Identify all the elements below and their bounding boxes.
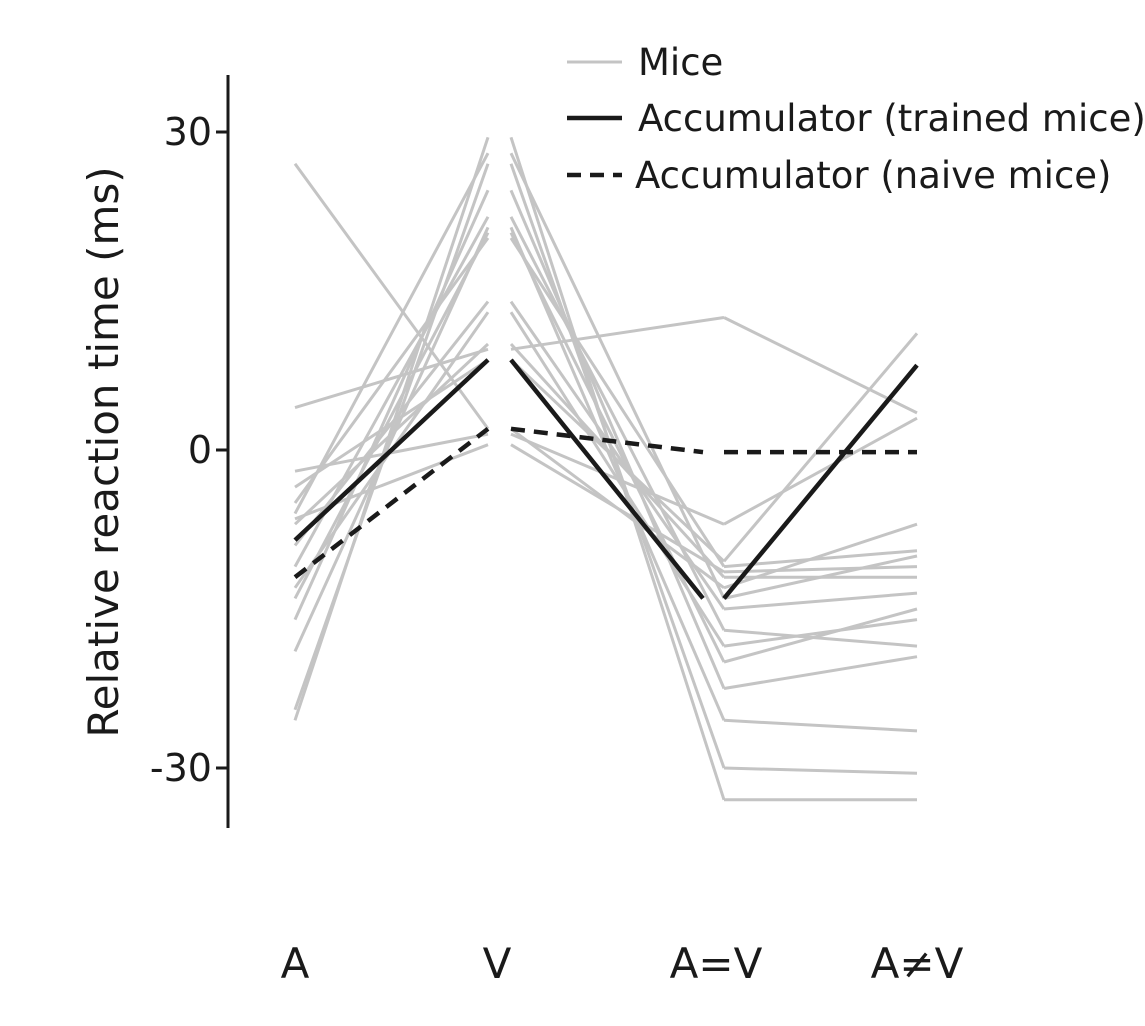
accumulator-trained-line <box>293 358 919 600</box>
y-tick-label: 30 <box>164 110 212 154</box>
mouse-segment-a-v <box>293 226 490 653</box>
mouse-segment-v-av <box>509 189 726 690</box>
model-segment-1 <box>293 427 490 579</box>
legend-label: Accumulator (trained mice) <box>638 97 1145 140</box>
mouse-segment-a-v <box>293 152 490 515</box>
mouse-line-16 <box>293 162 918 590</box>
mouse-segment-v-av <box>509 358 726 563</box>
mouse-segment-v-av <box>509 237 726 568</box>
mouse-segment-v-av <box>510 432 725 526</box>
mouse-segment-av-anv <box>723 607 918 664</box>
mouse-segment-av-anv <box>723 316 918 415</box>
mouse-segment-av-anv <box>723 554 918 600</box>
legend-label: Mice <box>638 41 723 84</box>
mouse-segment-av-anv <box>723 591 918 611</box>
category-label: A=V <box>670 939 763 988</box>
mice-lines <box>293 136 919 802</box>
mouse-segment-a-v <box>293 162 490 430</box>
mouse-segment-a-v <box>293 342 490 526</box>
legend: Mice Accumulator (trained mice) Accumulato… <box>567 41 1145 197</box>
mouse-line-11 <box>293 152 918 600</box>
mouse-segment-av-anv <box>723 522 918 590</box>
mouse-segment-a-v <box>293 237 490 504</box>
mouse-line-4 <box>293 189 918 690</box>
mouse-segment-av-anv <box>723 766 918 775</box>
mouse-segment-v-av <box>509 152 726 600</box>
y-tick-label: 0 <box>188 428 212 472</box>
category-label: A≠V <box>871 939 964 988</box>
accumulator-naive-line <box>293 426 917 579</box>
mouse-segment-av-anv <box>723 549 918 569</box>
mouse-segment-v-av <box>510 427 725 590</box>
mouse-segment-av-anv <box>723 718 918 733</box>
mouse-segment-v-av <box>509 163 726 769</box>
mouse-segment-a-v <box>293 136 490 721</box>
y-axis: 30 0 -30 <box>150 75 230 828</box>
mouse-segment-a-v <box>294 347 489 410</box>
category-label: A <box>281 939 310 988</box>
mouse-segment-av-anv <box>723 565 918 574</box>
mouse-segment-v-av <box>510 316 725 351</box>
mouse-segment-v-av <box>509 300 726 610</box>
x-axis-labels: A V A=V A≠V <box>281 939 964 988</box>
mouse-segment-av-anv <box>723 416 918 526</box>
legend-item-2: Accumulator (trained mice) <box>567 97 1145 140</box>
model-segment-2 <box>510 426 704 455</box>
y-tick-label: -30 <box>150 746 212 790</box>
y-axis-title: Relative reaction time (ms) <box>79 166 128 737</box>
mouse-line-15 <box>294 316 918 415</box>
mouse-segment-a-v <box>293 231 490 600</box>
mouse-segment-av-anv <box>722 332 919 563</box>
legend-label: Accumulator (naive mice) <box>635 154 1111 197</box>
model-segment-2 <box>509 358 705 600</box>
mouse-segment-av-anv <box>723 628 918 648</box>
mouse-segment-v-av <box>509 216 726 631</box>
mouse-segment-a-v <box>294 443 489 521</box>
mouse-line-12 <box>293 237 918 569</box>
legend-item-3: Accumulator (naive mice) <box>567 154 1111 197</box>
mouse-segment-a-v <box>293 189 490 621</box>
legend-item-1: Mice <box>567 41 723 84</box>
mouse-segment-av-anv <box>723 618 918 648</box>
model-segment-3 <box>722 363 919 600</box>
mouse-line-3 <box>293 226 918 733</box>
mouse-segment-v-av <box>509 226 726 721</box>
mouse-segment-av-anv <box>723 655 918 690</box>
model-lines <box>293 358 919 600</box>
model-segment-1 <box>293 358 490 542</box>
category-label: V <box>483 939 512 988</box>
